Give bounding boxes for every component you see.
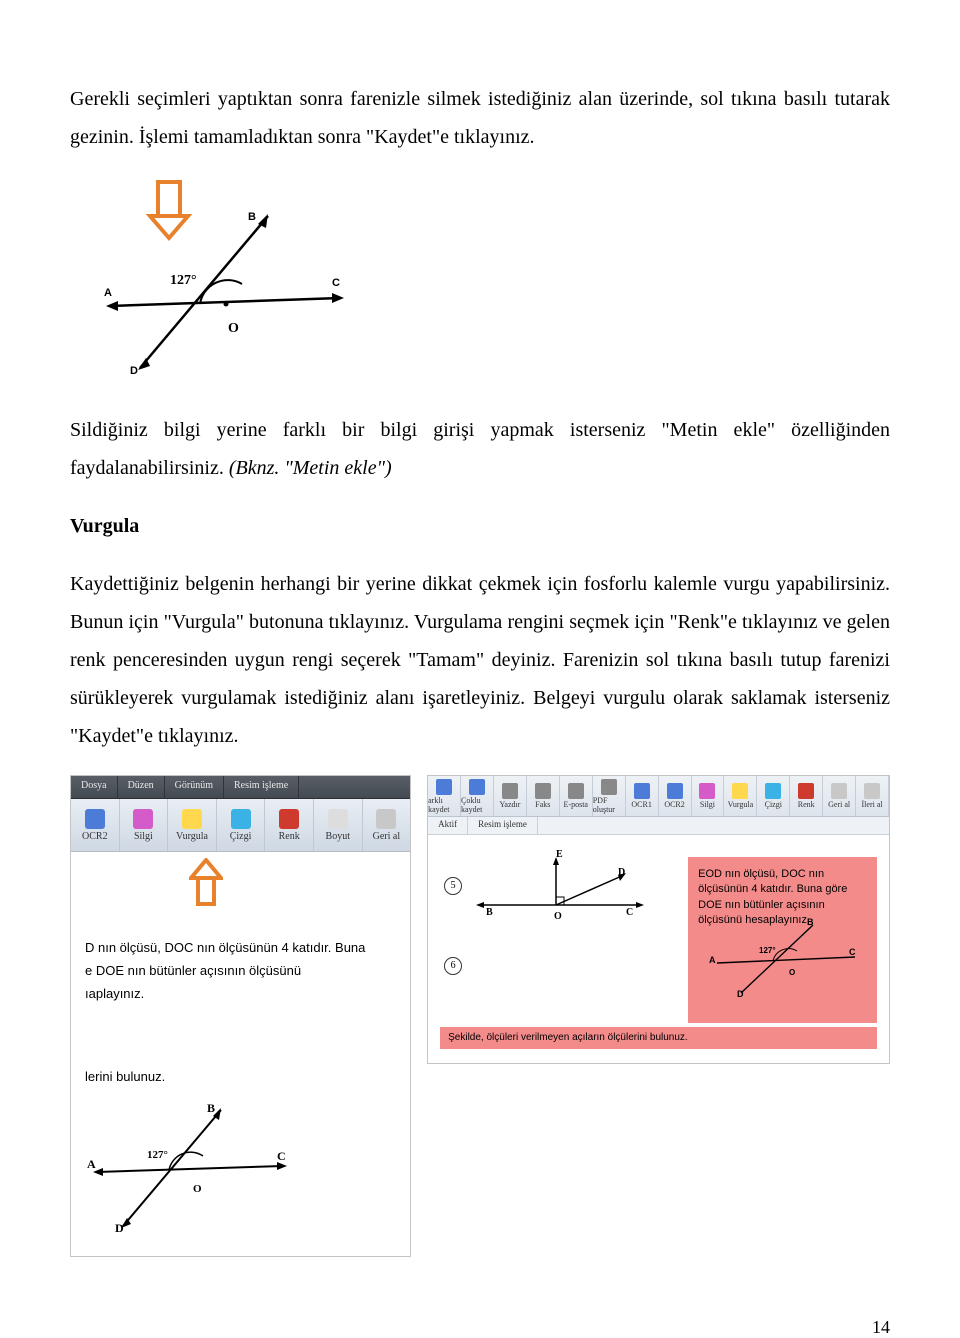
svg-text:B: B	[486, 907, 493, 918]
menu-duzen[interactable]: Düzen	[118, 776, 165, 798]
svg-text:O: O	[789, 968, 795, 977]
vurgula-heading: Vurgula	[70, 507, 890, 545]
tab-aktif[interactable]: Aktif	[428, 817, 468, 834]
right-toolbar: arklı kaydet Çoklu kaydet Yazdır Faks E-…	[428, 776, 889, 817]
left-screenshot-panel: Dosya Düzen Görünüm Resim işleme OCR2 Si…	[70, 775, 411, 1257]
svg-text:127°: 127°	[759, 946, 776, 955]
menu-resim-isleme[interactable]: Resim işleme	[224, 776, 299, 798]
svg-text:C: C	[277, 1149, 286, 1163]
badge-6: 6	[444, 957, 462, 975]
left-angle-diagram: A B C D O 127°	[85, 1090, 305, 1240]
rtool-pdf[interactable]: PDF oluştur	[593, 776, 626, 816]
badge-5: 5	[444, 877, 462, 895]
svg-text:D: D	[115, 1221, 124, 1235]
svg-text:B: B	[207, 1101, 215, 1115]
page-number: 14	[0, 1317, 960, 1338]
svg-text:A: A	[87, 1157, 96, 1171]
rtool-yazdir[interactable]: Yazdır	[494, 776, 527, 816]
left-document-area: D nın ölçüsü, DOC nın ölçüsünün 4 katıdı…	[71, 921, 410, 1256]
angle-value: 127°	[170, 273, 197, 288]
right-tabbar: Aktif Resim işleme	[428, 817, 889, 835]
left-question-line-4: lerini bulunuz.	[85, 1068, 396, 1087]
right-q5-diagram: E D B O C	[440, 845, 670, 935]
rtool-ilerial[interactable]: İleri al	[856, 776, 889, 816]
svg-text:C: C	[332, 277, 340, 289]
left-question-line-1: D nın ölçüsü, DOC nın ölçüsünün 4 katıdı…	[85, 939, 396, 958]
tool-cizgi[interactable]: Çizgi	[217, 799, 266, 851]
left-question-line-3: ıaplayınız.	[85, 985, 396, 1004]
rtool-cizgi[interactable]: Çizgi	[757, 776, 790, 816]
left-toolbar: OCR2 Silgi Vurgula Çizgi Renk Boyut Geri…	[71, 799, 410, 852]
tool-gerial[interactable]: Geri al	[363, 799, 411, 851]
svg-text:C: C	[626, 907, 633, 918]
rtool-ocr2[interactable]: OCR2	[659, 776, 692, 816]
rtool-farkli-kaydet[interactable]: arklı kaydet	[428, 776, 461, 816]
rtool-eposta[interactable]: E-posta	[560, 776, 593, 816]
rtool-faks[interactable]: Faks	[527, 776, 560, 816]
paragraph-1: Gerekli seçimleri yaptıktan sonra fareni…	[70, 80, 890, 156]
highlight-angle-diagram: A B C D O 127°	[707, 911, 867, 1001]
svg-text:C: C	[849, 947, 856, 957]
svg-text:A: A	[709, 955, 716, 965]
svg-text:E: E	[556, 849, 563, 860]
menu-dosya[interactable]: Dosya	[71, 776, 118, 798]
svg-text:O: O	[554, 911, 562, 922]
svg-text:O: O	[228, 321, 239, 336]
orange-up-arrow-icon	[189, 858, 410, 913]
rtool-gerial[interactable]: Geri al	[823, 776, 856, 816]
highlight-region: EOD nın ölçüsü, DOC nın ölçüsünün 4 katı…	[688, 857, 877, 1023]
svg-text:A: A	[104, 287, 112, 299]
svg-text:127°: 127°	[147, 1149, 168, 1161]
menu-gorunum[interactable]: Görünüm	[165, 776, 224, 798]
paragraph-2: Sildiğiniz bilgi yerine farklı bir bilgi…	[70, 411, 890, 487]
left-menubar: Dosya Düzen Görünüm Resim işleme	[71, 776, 410, 799]
right-screenshot-panel: arklı kaydet Çoklu kaydet Yazdır Faks E-…	[427, 775, 890, 1064]
orange-down-arrow-icon	[150, 182, 188, 238]
svg-text:O: O	[193, 1183, 202, 1195]
rtool-vurgula[interactable]: Vurgula	[724, 776, 757, 816]
rtool-renk[interactable]: Renk	[790, 776, 823, 816]
svg-text:D: D	[130, 365, 138, 377]
tab-resim-isleme[interactable]: Resim işleme	[468, 817, 538, 834]
svg-text:B: B	[248, 211, 256, 223]
highlight-text-2: Şekilde, ölçüleri verilmeyen açıların öl…	[440, 1027, 877, 1050]
right-document-area: 5 E D B O C	[428, 835, 889, 1063]
paragraph-3: Kaydettiğiniz belgenin herhangi bir yeri…	[70, 565, 890, 755]
tool-vurgula[interactable]: Vurgula	[168, 799, 217, 851]
tool-ocr2[interactable]: OCR2	[71, 799, 120, 851]
tool-boyut[interactable]: Boyut	[314, 799, 363, 851]
tool-renk[interactable]: Renk	[265, 799, 314, 851]
rtool-coklu-kaydet[interactable]: Çoklu kaydet	[461, 776, 494, 816]
angle-diagram-1: A B C D O 127°	[100, 176, 890, 391]
left-question-line-2: e DOE nın bütünler açısının ölçüsünü	[85, 962, 396, 981]
rtool-ocr1[interactable]: OCR1	[626, 776, 659, 816]
rtool-silgi[interactable]: Silgi	[692, 776, 725, 816]
tool-silgi[interactable]: Silgi	[120, 799, 169, 851]
